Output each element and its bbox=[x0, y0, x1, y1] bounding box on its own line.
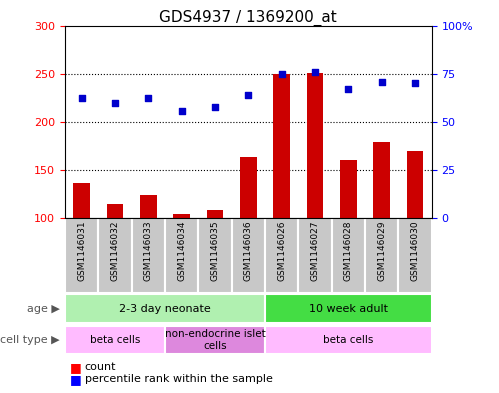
Text: count: count bbox=[85, 362, 116, 373]
Text: 2-3 day neonate: 2-3 day neonate bbox=[119, 303, 211, 314]
Bar bbox=[407, 151, 423, 218]
Text: percentile rank within the sample: percentile rank within the sample bbox=[85, 374, 273, 384]
Bar bbox=[140, 195, 157, 218]
Point bbox=[378, 79, 386, 86]
Text: GSM1146036: GSM1146036 bbox=[244, 220, 253, 281]
Bar bbox=[207, 210, 223, 218]
Bar bbox=[373, 142, 390, 218]
Point bbox=[111, 99, 119, 106]
Point bbox=[144, 95, 152, 101]
Bar bbox=[165, 218, 198, 293]
Point bbox=[211, 104, 219, 110]
Title: GDS4937 / 1369200_at: GDS4937 / 1369200_at bbox=[159, 9, 337, 26]
Bar bbox=[340, 160, 357, 218]
Text: GSM1146028: GSM1146028 bbox=[344, 220, 353, 281]
Bar bbox=[306, 73, 323, 218]
Bar bbox=[265, 218, 298, 293]
Point bbox=[411, 80, 419, 86]
Bar bbox=[73, 184, 90, 218]
Text: ■: ■ bbox=[70, 361, 82, 374]
Bar bbox=[365, 218, 398, 293]
Bar bbox=[265, 326, 432, 354]
Bar bbox=[273, 73, 290, 218]
Point bbox=[244, 92, 252, 98]
Bar bbox=[398, 218, 432, 293]
Text: GSM1146033: GSM1146033 bbox=[144, 220, 153, 281]
Text: cell type ▶: cell type ▶ bbox=[0, 335, 60, 345]
Bar bbox=[298, 218, 332, 293]
Bar bbox=[232, 218, 265, 293]
Bar bbox=[265, 294, 432, 323]
Bar bbox=[198, 218, 232, 293]
Bar bbox=[173, 214, 190, 218]
Text: GSM1146029: GSM1146029 bbox=[377, 220, 386, 281]
Bar bbox=[65, 326, 165, 354]
Text: 10 week adult: 10 week adult bbox=[309, 303, 388, 314]
Text: GSM1146031: GSM1146031 bbox=[77, 220, 86, 281]
Bar bbox=[98, 218, 132, 293]
Text: beta cells: beta cells bbox=[323, 335, 373, 345]
Text: ■: ■ bbox=[70, 373, 82, 386]
Point bbox=[277, 70, 285, 77]
Text: GSM1146026: GSM1146026 bbox=[277, 220, 286, 281]
Text: non-endocrine islet
cells: non-endocrine islet cells bbox=[165, 329, 265, 351]
Point bbox=[344, 86, 352, 92]
Bar bbox=[240, 158, 256, 218]
Text: age ▶: age ▶ bbox=[27, 303, 60, 314]
Point bbox=[178, 108, 186, 114]
Text: GSM1146027: GSM1146027 bbox=[310, 220, 319, 281]
Bar bbox=[65, 218, 98, 293]
Bar bbox=[332, 218, 365, 293]
Bar bbox=[165, 326, 265, 354]
Text: GSM1146034: GSM1146034 bbox=[177, 220, 186, 281]
Bar bbox=[107, 204, 123, 218]
Bar bbox=[65, 294, 265, 323]
Point bbox=[311, 69, 319, 75]
Text: GSM1146035: GSM1146035 bbox=[211, 220, 220, 281]
Bar bbox=[132, 218, 165, 293]
Text: GSM1146030: GSM1146030 bbox=[411, 220, 420, 281]
Text: beta cells: beta cells bbox=[90, 335, 140, 345]
Text: GSM1146032: GSM1146032 bbox=[110, 220, 119, 281]
Point bbox=[77, 95, 85, 101]
